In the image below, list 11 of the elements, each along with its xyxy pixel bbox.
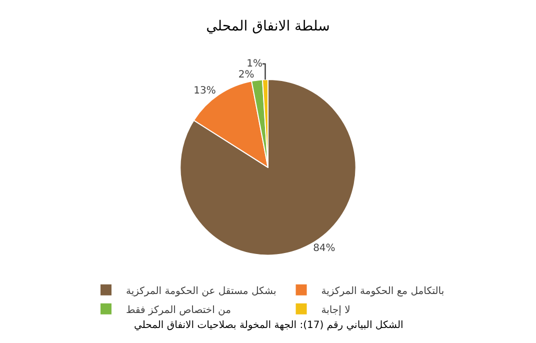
data-label: 84% — [313, 243, 336, 254]
legend-label: بشكل مستقل عن الحكومة المركزية — [126, 286, 276, 297]
data-label: 1% — [246, 58, 262, 70]
data-label: 2% — [238, 69, 254, 80]
data-label: 13% — [194, 85, 216, 96]
pie-slice — [180, 79, 356, 256]
text: الشكل البياني رقم (17): الجهة المخولة بصلاحيات الانفاق المحلي — [134, 320, 404, 331]
legend-label: من اختصاص المركز فقط — [126, 304, 232, 316]
legend-label: لا إجابة — [321, 304, 350, 316]
chart-title: سلطة الانفاق المحلي — [206, 18, 330, 34]
legend-label: بالتكامل مع الحكومة المركزية — [321, 286, 444, 297]
